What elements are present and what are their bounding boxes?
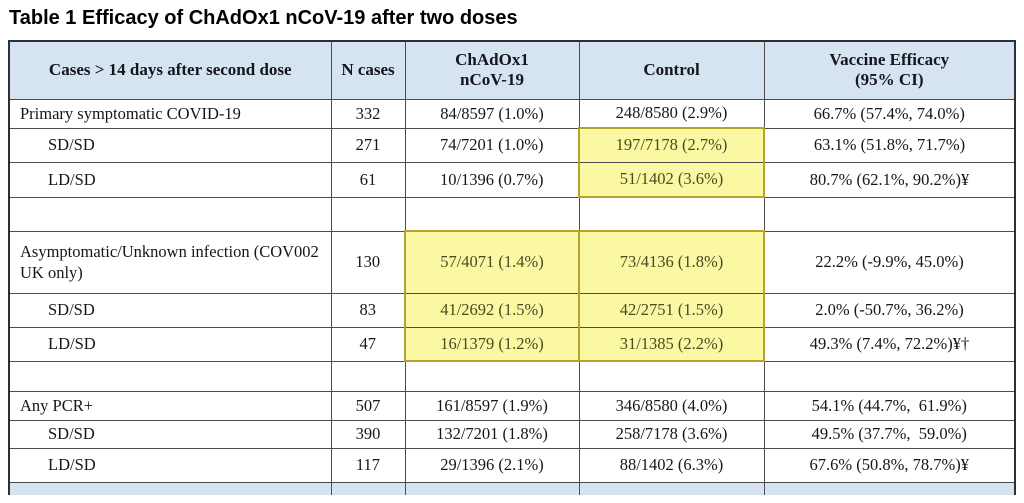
cell-chadox1-highlighted: 16/1379 (1.2%) bbox=[404, 326, 580, 362]
cell-cases-label: Asymptomatic/Unknown infection (COV002 U… bbox=[8, 230, 332, 294]
cell-n-cases: 47 bbox=[330, 326, 406, 362]
cell-vaccine-efficacy: 49.5% (37.7%, 59.0%) bbox=[763, 419, 1016, 449]
cell-chadox1 bbox=[404, 196, 580, 232]
efficacy-table: Cases > 14 days after second dose N case… bbox=[8, 40, 1016, 495]
cell-n-cases: 390 bbox=[330, 419, 406, 449]
header-control: Control bbox=[578, 40, 765, 100]
cell-vaccine-efficacy: 80.7% (62.1%, 90.2%)¥ bbox=[763, 161, 1016, 198]
header-chadox1-line2: nCoV-19 bbox=[460, 70, 524, 90]
table-row-empty bbox=[8, 196, 1016, 232]
cell-n-cases bbox=[330, 481, 406, 495]
cell-vaccine-efficacy: 67.6% (50.8%, 78.7%)¥ bbox=[763, 447, 1016, 483]
cell-vaccine-efficacy: 54.1% (44.7%, 61.9%) bbox=[763, 390, 1016, 421]
cell-n-cases: 271 bbox=[330, 127, 406, 163]
cell-control-highlighted: 73/4136 (1.8%) bbox=[578, 230, 765, 294]
cell-cases-label bbox=[8, 481, 332, 495]
cell-control bbox=[578, 481, 765, 495]
cell-n-cases: 61 bbox=[330, 161, 406, 198]
cell-chadox1: 10/1396 (0.7%) bbox=[404, 161, 580, 198]
cell-control-highlighted: 31/1385 (2.2%) bbox=[578, 326, 765, 362]
cell-chadox1-highlighted: 57/4071 (1.4%) bbox=[404, 230, 580, 294]
cell-vaccine-efficacy: 49.3% (7.4%, 72.2%)¥† bbox=[763, 326, 1016, 362]
table-container: Cases > 14 days after second dose N case… bbox=[8, 40, 1018, 495]
cell-cases-label: Any PCR+ bbox=[8, 390, 332, 421]
cell-control: 346/8580 (4.0%) bbox=[578, 390, 765, 421]
cell-cases-label bbox=[8, 360, 332, 392]
cell-cases-label: LD/SD bbox=[8, 161, 332, 198]
cell-n-cases: 332 bbox=[330, 98, 406, 129]
cell-chadox1: 132/7201 (1.8%) bbox=[404, 419, 580, 449]
cell-control: 248/8580 (2.9%) bbox=[578, 98, 765, 129]
cell-vaccine-efficacy bbox=[763, 196, 1016, 232]
header-vaccine-efficacy: Vaccine Efficacy (95% CI) bbox=[763, 40, 1016, 100]
table-row: LD/SD 47 16/1379 (1.2%) 31/1385 (2.2%) 4… bbox=[8, 326, 1016, 362]
cell-n-cases bbox=[330, 360, 406, 392]
cell-chadox1-highlighted: 41/2692 (1.5%) bbox=[404, 292, 580, 328]
header-cases: Cases > 14 days after second dose bbox=[8, 40, 332, 100]
cell-control-highlighted: 42/2751 (1.5%) bbox=[578, 292, 765, 328]
table-row-empty bbox=[8, 360, 1016, 392]
table-row: Asymptomatic/Unknown infection (COV002 U… bbox=[8, 230, 1016, 294]
header-vaccine-efficacy-line1: Vaccine Efficacy bbox=[829, 49, 950, 69]
table-row: SD/SD 271 74/7201 (1.0%) 197/7178 (2.7%)… bbox=[8, 127, 1016, 163]
cell-chadox1 bbox=[404, 481, 580, 495]
cell-n-cases: 83 bbox=[330, 292, 406, 328]
cell-vaccine-efficacy bbox=[763, 360, 1016, 392]
cell-control-highlighted: 197/7178 (2.7%) bbox=[578, 127, 765, 163]
header-chadox1: ChAdOx1 nCoV-19 bbox=[404, 40, 580, 100]
table-row-partial bbox=[8, 481, 1016, 495]
table-row: LD/SD 117 29/1396 (2.1%) 88/1402 (6.3%) … bbox=[8, 447, 1016, 483]
cell-vaccine-efficacy: 63.1% (51.8%, 71.7%) bbox=[763, 127, 1016, 163]
table-header-row: Cases > 14 days after second dose N case… bbox=[8, 40, 1016, 100]
cell-n-cases: 130 bbox=[330, 230, 406, 294]
cell-control bbox=[578, 196, 765, 232]
cell-cases-label: Primary symptomatic COVID-19 bbox=[8, 98, 332, 129]
cell-chadox1: 84/8597 (1.0%) bbox=[404, 98, 580, 129]
cell-cases-label: LD/SD bbox=[8, 447, 332, 483]
cell-chadox1: 74/7201 (1.0%) bbox=[404, 127, 580, 163]
cell-chadox1: 29/1396 (2.1%) bbox=[404, 447, 580, 483]
cell-vaccine-efficacy: 66.7% (57.4%, 74.0%) bbox=[763, 98, 1016, 129]
table-row: Primary symptomatic COVID-19 332 84/8597… bbox=[8, 98, 1016, 129]
header-chadox1-line1: ChAdOx1 bbox=[455, 49, 529, 69]
table-row: SD/SD 83 41/2692 (1.5%) 42/2751 (1.5%) 2… bbox=[8, 292, 1016, 328]
cell-vaccine-efficacy bbox=[763, 481, 1016, 495]
cell-n-cases: 507 bbox=[330, 390, 406, 421]
cell-control-highlighted: 51/1402 (3.6%) bbox=[578, 161, 765, 198]
table-row: Any PCR+ 507 161/8597 (1.9%) 346/8580 (4… bbox=[8, 390, 1016, 421]
cell-cases-label: SD/SD bbox=[8, 292, 332, 328]
cell-n-cases bbox=[330, 196, 406, 232]
cell-control bbox=[578, 360, 765, 392]
cell-control: 258/7178 (3.6%) bbox=[578, 419, 765, 449]
cell-vaccine-efficacy: 22.2% (-9.9%, 45.0%) bbox=[763, 230, 1016, 294]
cell-vaccine-efficacy: 2.0% (-50.7%, 36.2%) bbox=[763, 292, 1016, 328]
table-title: Table 1 Efficacy of ChAdOx1 nCoV-19 afte… bbox=[9, 7, 518, 29]
header-n-cases: N cases bbox=[330, 40, 406, 100]
table-row: LD/SD 61 10/1396 (0.7%) 51/1402 (3.6%) 8… bbox=[8, 161, 1016, 198]
table-row: SD/SD 390 132/7201 (1.8%) 258/7178 (3.6%… bbox=[8, 419, 1016, 449]
cell-cases-label: SD/SD bbox=[8, 127, 332, 163]
cell-cases-label: SD/SD bbox=[8, 419, 332, 449]
header-vaccine-efficacy-line2: (95% CI) bbox=[855, 70, 924, 90]
cell-chadox1 bbox=[404, 360, 580, 392]
cell-control: 88/1402 (6.3%) bbox=[578, 447, 765, 483]
cell-n-cases: 117 bbox=[330, 447, 406, 483]
cell-chadox1: 161/8597 (1.9%) bbox=[404, 390, 580, 421]
cell-cases-label bbox=[8, 196, 332, 232]
cell-cases-label: LD/SD bbox=[8, 326, 332, 362]
